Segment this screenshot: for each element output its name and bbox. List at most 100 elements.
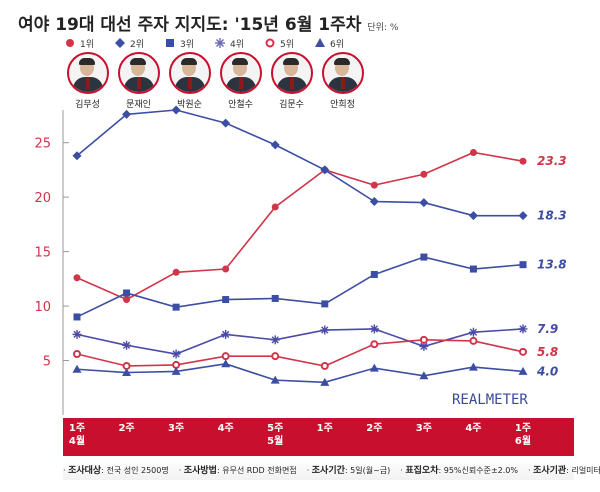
data-point xyxy=(73,313,81,321)
end-value-label: 4.0 xyxy=(536,364,558,378)
data-point xyxy=(369,324,379,334)
series-line-4위 xyxy=(76,328,524,355)
x-tick-label: 4주 xyxy=(465,423,482,434)
end-value-label: 5.8 xyxy=(537,345,558,359)
y-tick-label: 25 xyxy=(34,137,51,152)
chart-title: 여야 19대 대선 주자 지지도: '15년 6월 1주차 단위: % xyxy=(18,15,399,35)
data-point xyxy=(172,303,180,311)
candidate-name: 안희정 xyxy=(330,100,355,110)
legend-item: 1위 xyxy=(64,36,114,50)
data-point xyxy=(171,366,181,375)
data-point xyxy=(73,274,81,282)
brand-logo: REALMETER xyxy=(452,392,528,408)
data-point xyxy=(420,253,428,261)
end-value-label: 7.9 xyxy=(537,322,558,336)
candidate: 김문수 xyxy=(266,52,317,110)
data-point xyxy=(321,300,329,308)
data-point xyxy=(468,211,478,221)
data-point xyxy=(122,340,132,350)
series-line-1위 xyxy=(76,151,524,301)
data-point xyxy=(519,157,527,165)
data-point xyxy=(72,364,82,373)
data-point xyxy=(519,347,527,356)
legend-square-icon xyxy=(166,39,174,47)
legend: 1위 2위 3위 4위 5위 6위 xyxy=(64,36,364,50)
data-point xyxy=(172,268,180,276)
survey-info-value: 리얼미터 xyxy=(571,465,600,475)
data-point xyxy=(222,296,230,304)
data-point xyxy=(419,198,429,208)
data-point xyxy=(271,352,280,361)
x-tick-label: 2주 xyxy=(118,423,135,434)
series-line-5위 xyxy=(76,339,524,367)
data-point xyxy=(320,377,330,386)
legend-item: 4위 xyxy=(214,36,264,50)
data-point xyxy=(518,211,528,221)
x-tick-label: 4주 xyxy=(217,423,234,434)
x-tick-label: 3주 xyxy=(168,423,185,434)
avatar xyxy=(117,52,160,94)
y-tick-label: 20 xyxy=(34,191,51,206)
legend-label: 3위 xyxy=(180,39,195,50)
data-point xyxy=(222,265,230,273)
data-point xyxy=(469,336,478,345)
legend-item: 6위 xyxy=(314,36,364,50)
y-tick-label: 15 xyxy=(34,246,51,261)
legend-diamond-icon xyxy=(115,38,125,48)
data-point xyxy=(270,335,280,345)
data-point xyxy=(271,203,279,211)
survey-info-label: 표집오차 xyxy=(405,465,439,476)
survey-info-label: 조사대상 xyxy=(68,465,102,476)
end-value-label: 18.3 xyxy=(537,209,567,223)
candidate-name: 박원순 xyxy=(177,100,202,110)
x-axis-band xyxy=(63,418,574,456)
legend-item: 5위 xyxy=(264,36,314,50)
legend-triangle-icon xyxy=(315,38,325,47)
legend-circle-icon xyxy=(66,39,74,47)
legend-label: 5위 xyxy=(280,39,295,50)
avatar xyxy=(270,52,313,94)
legend-item: 2위 xyxy=(114,36,164,50)
survey-info-label: 조사기관 xyxy=(533,465,567,476)
survey-info-value: 5일(월~금) xyxy=(350,465,391,475)
legend-asterisk-icon xyxy=(215,38,225,48)
data-point xyxy=(72,151,82,161)
candidate: 안희정 xyxy=(317,52,368,110)
data-point xyxy=(123,289,131,297)
series-line-2위 xyxy=(76,109,523,217)
legend-item: 3위 xyxy=(164,36,214,50)
survey-info-label: 조사방법 xyxy=(183,465,217,476)
survey-info-item: · 조사방법: 유무선 RDD 전화면접 xyxy=(178,465,297,476)
legend-label: 2위 xyxy=(130,39,145,50)
series-line-6위 xyxy=(76,362,524,384)
data-point xyxy=(468,362,478,371)
x-tick-label: 1주 xyxy=(316,423,333,434)
candidate-name: 문재인 xyxy=(126,100,151,110)
avatar xyxy=(66,52,109,94)
data-point xyxy=(419,335,428,344)
data-point xyxy=(123,296,131,304)
data-point xyxy=(122,109,132,119)
end-value-label: 13.8 xyxy=(537,258,567,272)
candidate: 박원순 xyxy=(164,52,215,110)
survey-info-value: 95%신뢰수준±2.0% xyxy=(443,465,518,475)
data-point xyxy=(221,352,230,361)
avatar xyxy=(321,52,364,94)
candidate: 안철수 xyxy=(215,52,266,110)
candidate-name: 김문수 xyxy=(279,100,304,110)
candidate: 김무성 xyxy=(62,52,113,110)
survey-info-item: · 조사대상: 전국 성인 2500명 xyxy=(63,465,169,476)
data-point xyxy=(122,368,132,377)
y-tick-label: 5 xyxy=(43,355,51,370)
data-point xyxy=(518,324,528,334)
survey-info-item: · 조사기관: 리얼미터 xyxy=(527,465,600,476)
data-point xyxy=(221,118,231,128)
survey-footer: · 조사대상: 전국 성인 2500명 · 조사방법: 유무선 RDD 전화면접 ·… xyxy=(63,458,600,480)
end-value-label: 23.3 xyxy=(537,154,567,168)
data-point xyxy=(518,366,528,375)
survey-info-label: 조사기간 xyxy=(311,465,345,476)
candidate-row: 김무성 문재인 박원순 안철수 김문수 안희정 xyxy=(62,52,368,110)
survey-info-value: 전국 성인 2500명 xyxy=(106,465,169,475)
data-point xyxy=(221,359,231,368)
